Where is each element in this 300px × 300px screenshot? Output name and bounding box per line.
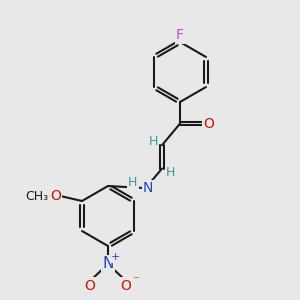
Text: CH₃: CH₃ xyxy=(26,190,49,203)
Text: H: H xyxy=(149,135,158,148)
Text: O: O xyxy=(121,279,131,292)
Text: O: O xyxy=(50,190,61,203)
Text: N: N xyxy=(143,181,153,195)
Text: F: F xyxy=(176,28,184,42)
Text: H: H xyxy=(128,176,138,189)
Text: ⁻: ⁻ xyxy=(132,274,138,288)
Text: O: O xyxy=(85,279,95,292)
Text: H: H xyxy=(166,166,175,179)
Text: O: O xyxy=(203,117,214,130)
Text: N: N xyxy=(102,256,114,272)
Text: +: + xyxy=(111,252,120,262)
